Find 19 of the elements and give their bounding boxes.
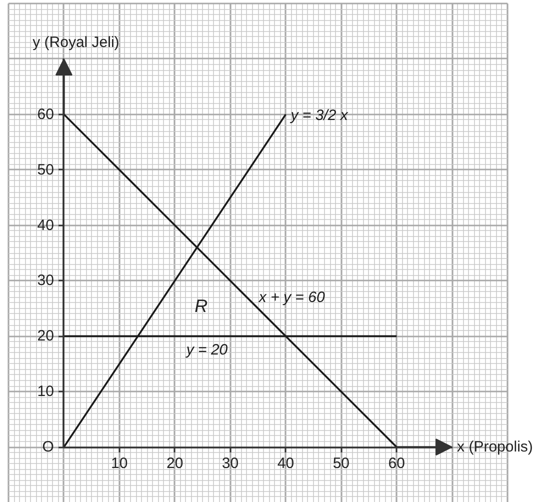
y-tick-label: 20: [37, 328, 54, 345]
y-tick-label: 60: [37, 106, 54, 123]
x-tick-label: 50: [332, 455, 350, 472]
annotation: R: [194, 296, 208, 316]
y-tick-label: O: [42, 438, 54, 456]
series-label: y = 20: [185, 342, 228, 359]
series-label: x + y = 60: [258, 288, 326, 306]
x-tick-label: 20: [166, 455, 184, 472]
x-tick-label: 60: [388, 455, 405, 472]
y-tick-label: 50: [37, 161, 54, 178]
y-axis-title: y (Royal Jeli): [32, 34, 120, 51]
x-tick-label: 40: [277, 455, 294, 472]
x-axis-title: x (Propolis): [457, 438, 533, 456]
y-tick-label: 40: [37, 216, 54, 234]
x-tick-label: 30: [222, 455, 239, 472]
y-tick-label: 10: [37, 383, 54, 400]
series-label: y = 3/2 x: [290, 106, 348, 124]
x-tick-label: 10: [111, 455, 128, 472]
y-tick-label: 30: [37, 272, 54, 290]
